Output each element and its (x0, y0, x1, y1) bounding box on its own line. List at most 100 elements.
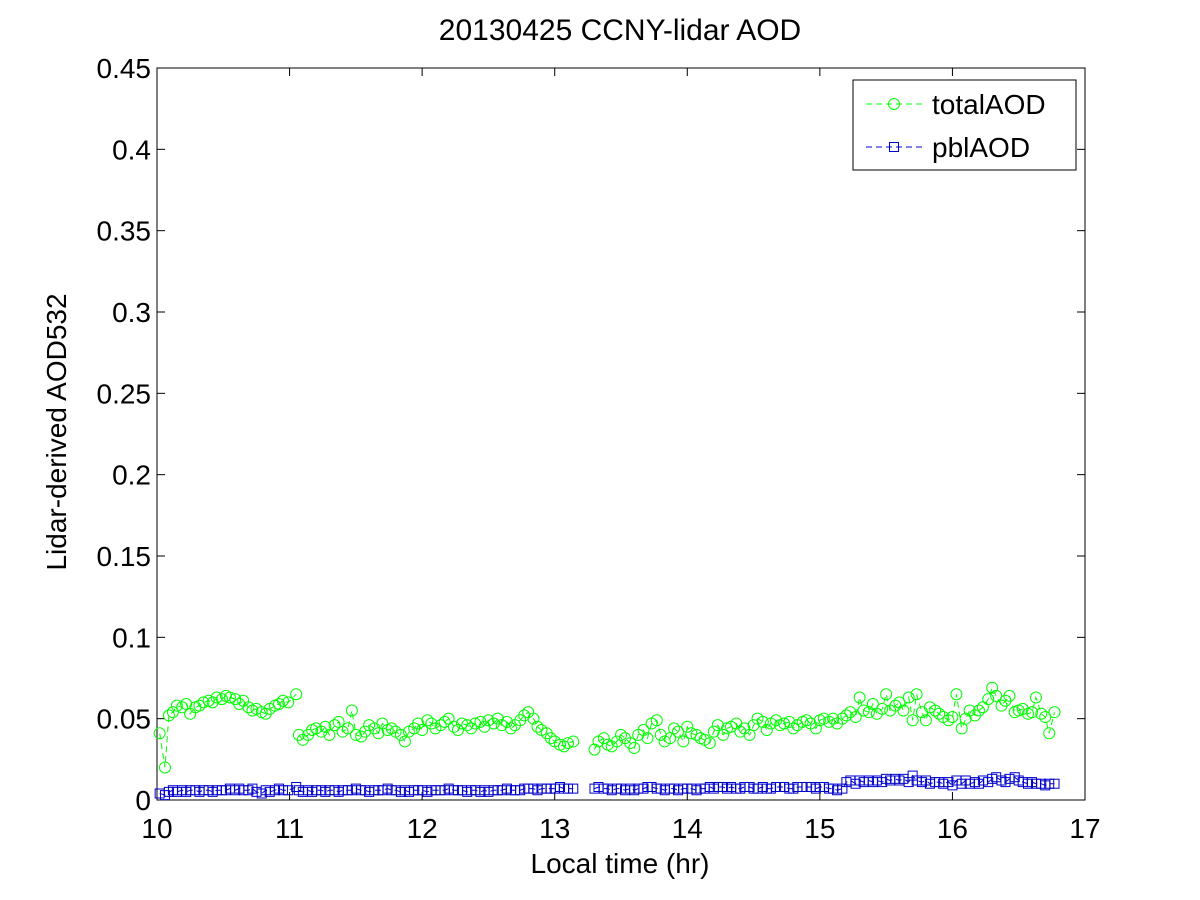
series-pblAOD (154, 770, 1060, 801)
data-point (1003, 689, 1016, 702)
data-point (650, 714, 663, 727)
data-point (223, 691, 236, 704)
data-point (531, 720, 544, 733)
data-point (451, 724, 464, 737)
data-point (518, 709, 531, 722)
data-point (316, 785, 327, 796)
data-point (256, 788, 267, 799)
data-point (800, 714, 813, 727)
data-point (986, 681, 999, 694)
data-point (544, 732, 557, 745)
data-point (783, 715, 796, 728)
data-point (500, 715, 513, 728)
data-point (677, 735, 690, 748)
data-point (527, 712, 540, 725)
data-point (916, 777, 927, 788)
data-point (359, 725, 372, 738)
x-tick-label: 15 (804, 813, 835, 844)
data-point (760, 724, 773, 737)
series-line (594, 686, 1055, 750)
data-point (515, 785, 526, 796)
legend-entry: pblAOD (866, 132, 1030, 163)
y-tick-label: 0.4 (112, 134, 151, 165)
data-point (959, 712, 972, 725)
data-point (972, 704, 985, 717)
data-point (685, 727, 698, 740)
data-point (323, 728, 336, 741)
data-point (163, 786, 174, 797)
series-line (298, 710, 574, 747)
data-point (158, 761, 171, 774)
y-tick-label: 0.45 (97, 53, 152, 84)
y-tick-label: 0.15 (97, 541, 152, 572)
data-point (990, 689, 1003, 702)
data-point (744, 781, 755, 792)
data-point (910, 688, 923, 701)
data-point (902, 691, 915, 704)
series-totalAOD (153, 681, 1061, 774)
data-point (504, 722, 517, 735)
data-point (1039, 711, 1052, 724)
data-point (478, 720, 491, 733)
data-point (942, 714, 955, 727)
data-point (1022, 778, 1033, 789)
data-point (893, 696, 906, 709)
data-point (876, 702, 889, 715)
data-point (567, 735, 580, 748)
data-point (672, 725, 685, 738)
data-point (950, 688, 963, 701)
data-point (734, 725, 747, 738)
data-point (276, 694, 289, 707)
data-point (933, 707, 946, 720)
data-point (832, 785, 843, 796)
data-point (269, 785, 280, 796)
data-point (943, 777, 954, 788)
data-point (290, 688, 303, 701)
data-point (421, 714, 434, 727)
data-point (906, 714, 919, 727)
data-point (438, 715, 451, 728)
data-point (303, 785, 314, 796)
data-point (862, 706, 875, 719)
x-tick-label: 13 (539, 813, 570, 844)
data-point (849, 711, 862, 724)
data-point (863, 775, 874, 786)
data-point (162, 709, 175, 722)
data-point (434, 719, 447, 732)
data-point (787, 722, 800, 735)
data-point (946, 711, 959, 724)
data-point (319, 720, 332, 733)
data-point (385, 722, 398, 735)
series-line (298, 786, 574, 793)
x-tick-label: 16 (937, 813, 968, 844)
data-point (277, 785, 288, 796)
data-point (756, 715, 769, 728)
data-point (561, 737, 574, 750)
data-point (233, 698, 246, 711)
data-point (857, 704, 870, 717)
data-point (704, 781, 715, 792)
data-point (455, 717, 468, 730)
data-point (1049, 778, 1060, 789)
data-point (568, 783, 579, 794)
data-point (170, 699, 183, 712)
data-point (810, 783, 821, 794)
data-point (469, 717, 482, 730)
legend-marker (888, 98, 900, 110)
data-point (809, 722, 822, 735)
data-point (691, 785, 702, 796)
data-point (588, 743, 601, 756)
data-point (717, 728, 730, 741)
data-point (501, 783, 512, 794)
data-point (447, 720, 460, 733)
data-point (707, 725, 720, 738)
data-point (272, 698, 285, 711)
plot-area (156, 67, 1086, 801)
x-tick-label: 10 (141, 813, 172, 844)
data-point (641, 732, 654, 745)
data-point (890, 773, 901, 784)
legend-entry: totalAOD (866, 89, 1046, 120)
data-point (203, 785, 214, 796)
data-point (837, 783, 848, 794)
